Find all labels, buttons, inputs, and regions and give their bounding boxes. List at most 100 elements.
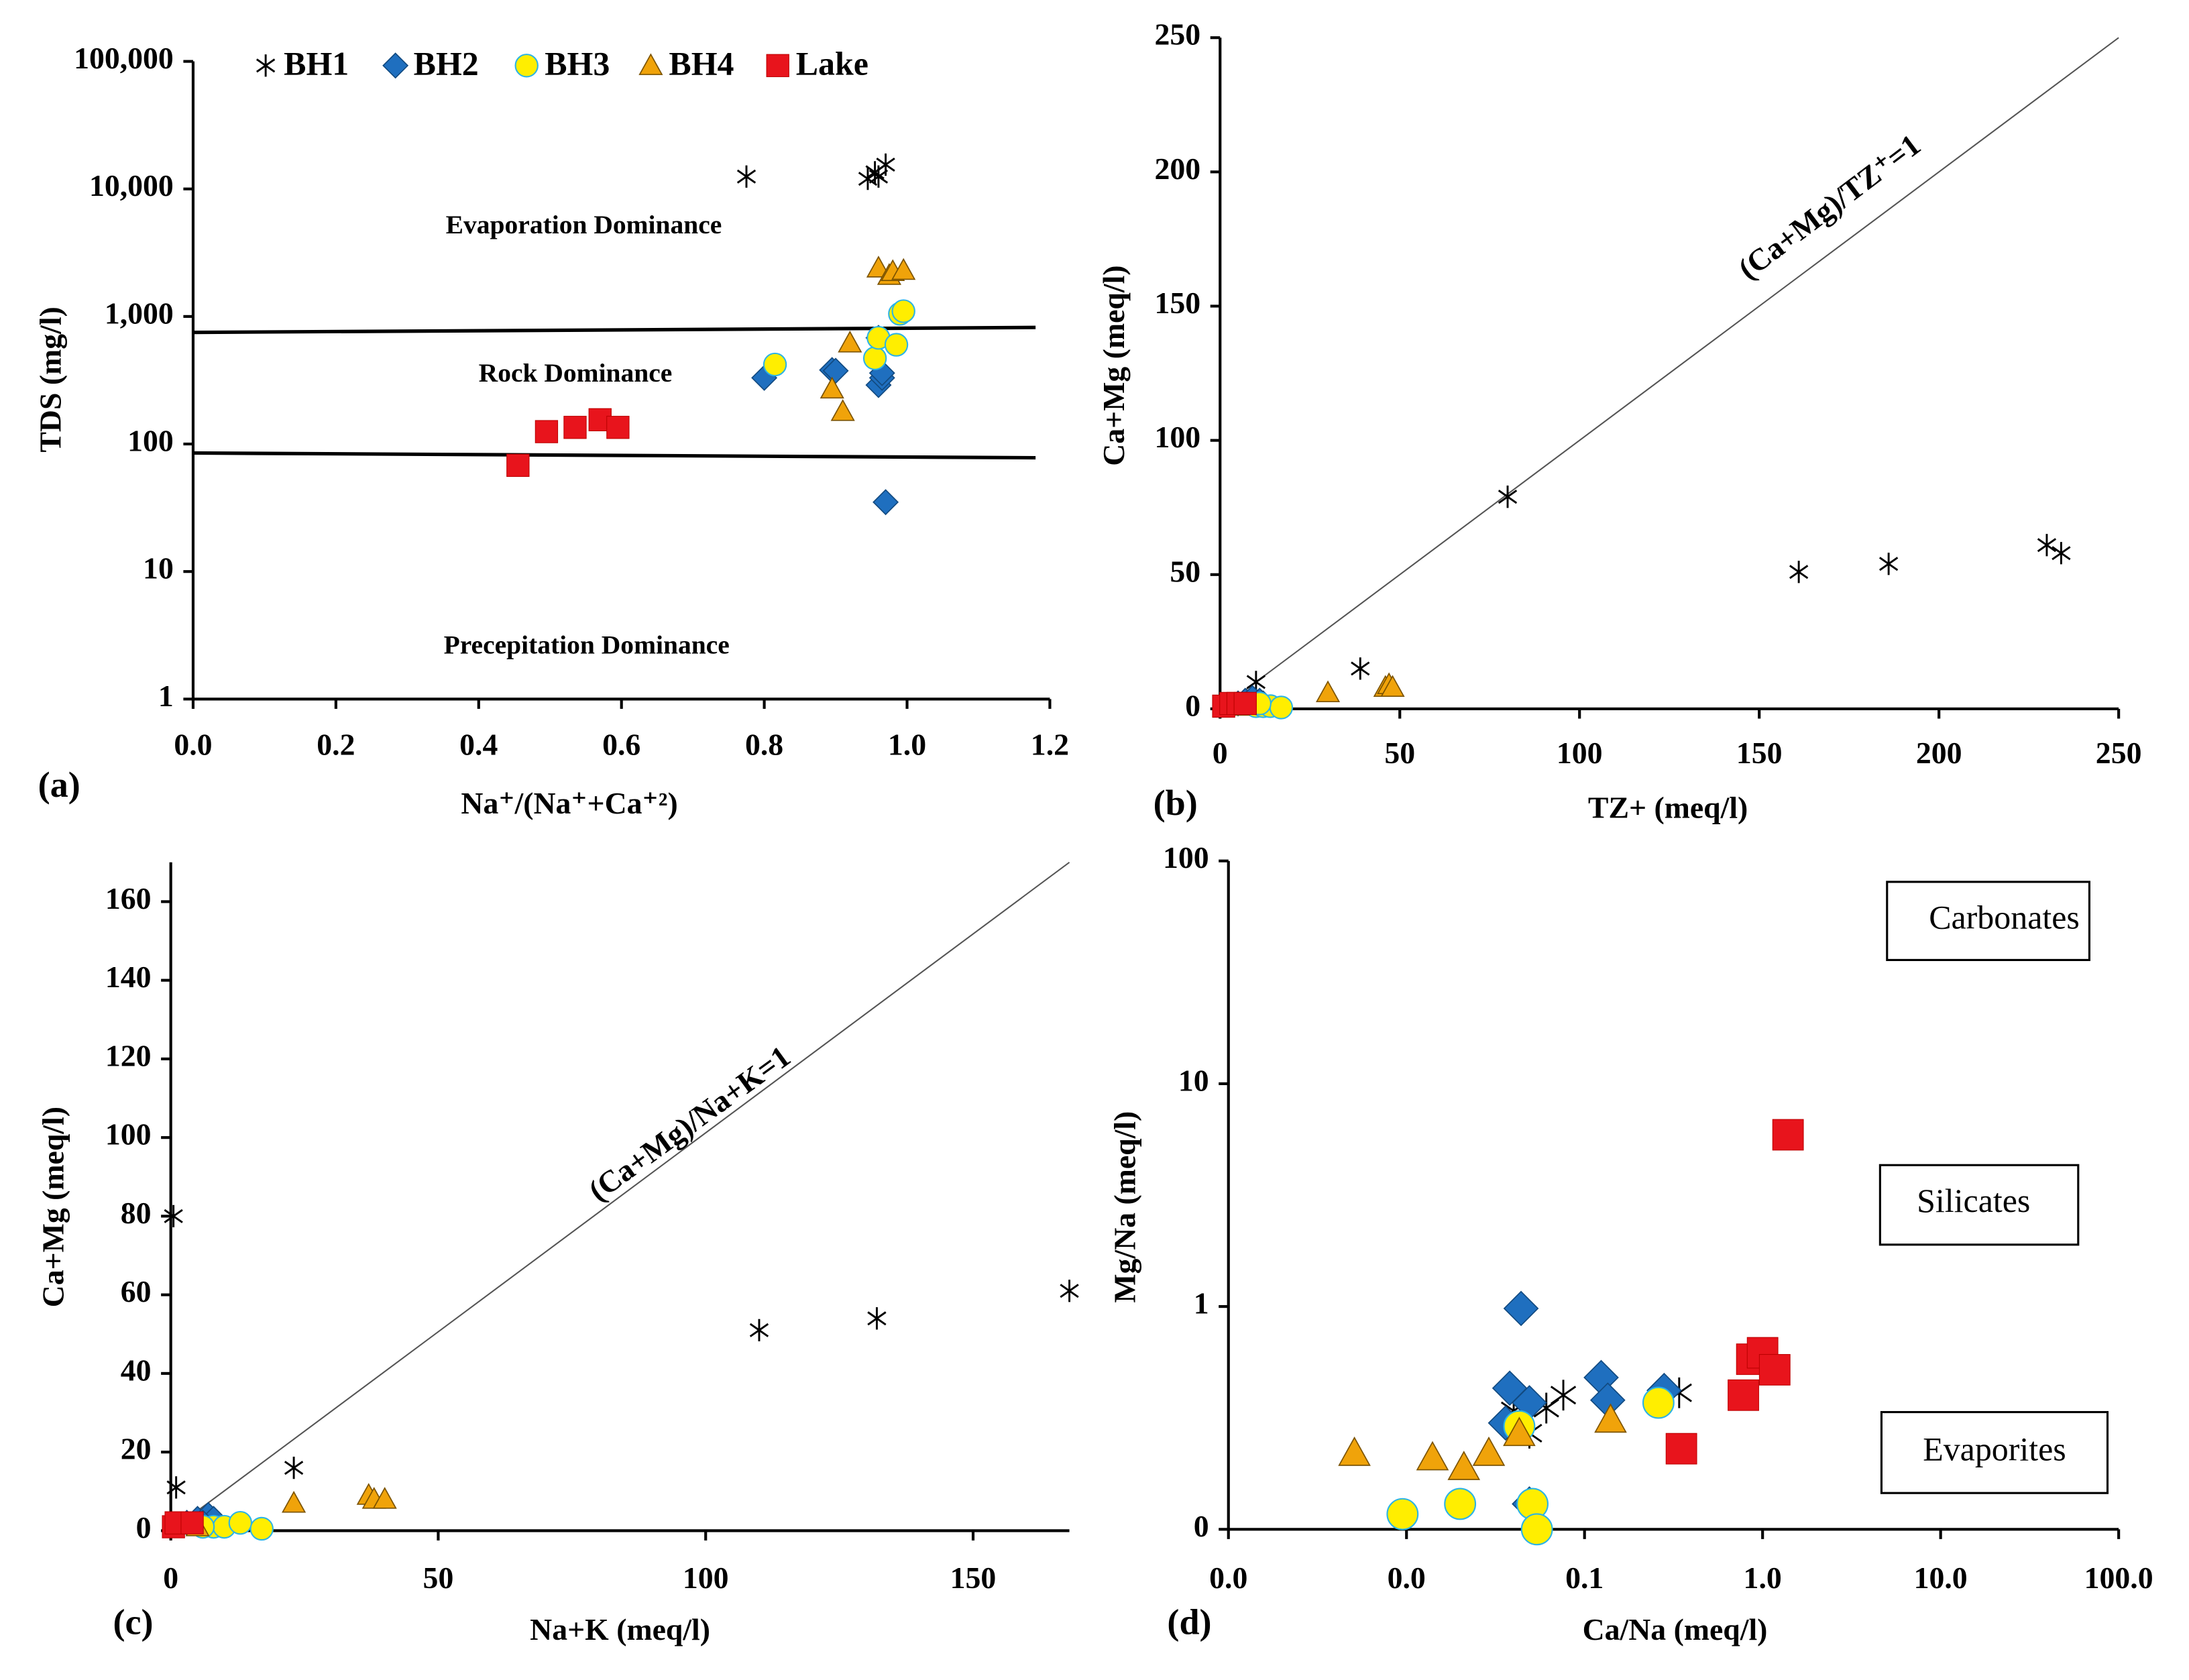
x-tick-label: 0.8 [745, 728, 783, 762]
panel-label: (c) [113, 1602, 153, 1642]
point [891, 299, 915, 323]
y-tick-label: 0 [136, 1510, 152, 1545]
point [2037, 534, 2057, 557]
point [1351, 657, 1370, 680]
x-axis-label: Na⁺/(Na⁺+Ca⁺²) [461, 786, 677, 820]
point [830, 399, 855, 421]
point [763, 352, 787, 377]
legend-label: BH4 [669, 45, 734, 82]
annotation: Evaporites [1923, 1431, 2066, 1467]
y-tick-label: 1,000 [105, 296, 174, 330]
y-tick-label: 100 [1163, 840, 1209, 875]
x-axis-label: TZ+ (meq/l) [1588, 790, 1748, 824]
point [606, 416, 630, 439]
point [180, 1511, 204, 1534]
legend-label: Lake [796, 45, 868, 82]
point [736, 165, 756, 188]
point [228, 1510, 253, 1535]
legend-marker [514, 54, 539, 78]
point [876, 153, 895, 176]
y-tick-label: 1 [1194, 1286, 1209, 1321]
point [862, 346, 887, 370]
point [884, 333, 909, 357]
x-tick-label: 150 [1736, 736, 1783, 770]
panel-label: (b) [1154, 783, 1198, 823]
x-tick-label: 0 [163, 1561, 178, 1595]
y-tick-label: 120 [105, 1038, 152, 1072]
x-tick-label: 0.6 [602, 728, 640, 762]
point [1758, 1354, 1791, 1386]
x-tick-label: 0.1 [1565, 1561, 1604, 1595]
point [866, 256, 891, 278]
y-tick-label: 0 [1185, 688, 1200, 722]
y-tick-label: 100 [1154, 420, 1200, 454]
x-tick-label: 200 [1916, 736, 1962, 770]
annotation: Silicates [1917, 1182, 2030, 1219]
annotation: (Ca+Mg)/TZ⁺=1 [1732, 127, 1927, 286]
y-tick-label: 80 [121, 1196, 152, 1230]
point [249, 1516, 274, 1541]
legend-label: BH3 [545, 45, 610, 82]
y-axis-label: Mg/Na (meq/l) [1107, 1111, 1141, 1303]
point [1447, 1451, 1481, 1480]
point [1315, 680, 1341, 703]
point [1472, 1436, 1506, 1466]
x-tick-label: 50 [1384, 736, 1415, 770]
x-tick-label: 100.0 [2084, 1561, 2153, 1595]
annotation-box [1878, 1164, 2080, 1246]
y-axis-label: Ca+Mg (meq/l) [1097, 265, 1131, 465]
x-tick-label: 100 [1557, 736, 1603, 770]
x-axis-label: Ca/Na (meq/l) [1583, 1612, 1768, 1646]
y-tick-label: 250 [1154, 17, 1200, 52]
y-tick-label: 100,000 [74, 41, 174, 75]
y-axis-label: Ca+Mg (meq/l) [36, 1107, 70, 1307]
x-axis-label: Na+K (meq/l) [530, 1612, 710, 1646]
legend-marker [638, 53, 663, 75]
x-tick-label: 0.0 [174, 728, 212, 762]
annotation-box [1886, 881, 2091, 961]
y-tick-label: 10,000 [89, 168, 174, 203]
y-tick-label: 50 [1170, 554, 1200, 588]
point [2052, 542, 2071, 565]
x-tick-label: 10.0 [1914, 1561, 1968, 1595]
annotation: Evaporation Dominance [446, 210, 722, 239]
annotation: Carbonates [1929, 899, 2080, 936]
point [506, 453, 530, 478]
point [1380, 675, 1405, 697]
x-tick-label: 0.2 [317, 728, 355, 762]
annotation: Precepitation Dominance [444, 630, 730, 659]
y-tick-label: 60 [121, 1274, 152, 1308]
y-tick-label: 40 [121, 1353, 152, 1387]
x-tick-label: 0.0 [1388, 1561, 1426, 1595]
y-tick-label: 100 [105, 1117, 152, 1152]
reference-line [192, 325, 1036, 335]
panel-label: (d) [1167, 1602, 1211, 1642]
point [282, 1490, 306, 1513]
y-tick-label: 0 [1194, 1509, 1209, 1543]
x-tick-label: 1.2 [1031, 728, 1069, 762]
x-tick-label: 0 [1213, 736, 1228, 770]
x-tick-label: 0.0 [1209, 1561, 1247, 1595]
point [1594, 1403, 1627, 1433]
point [372, 1487, 397, 1509]
y-tick-label: 140 [105, 960, 152, 994]
point [1444, 1488, 1477, 1520]
point [1060, 1280, 1079, 1302]
point [1789, 561, 1809, 583]
y-tick-label: 1 [158, 679, 174, 713]
reference-line [1219, 37, 2119, 710]
y-tick-label: 100 [127, 424, 174, 458]
point [1772, 1119, 1804, 1151]
point [822, 357, 849, 384]
point [1503, 1290, 1539, 1327]
point [1269, 695, 1294, 720]
x-tick-label: 100 [683, 1561, 729, 1595]
point [1520, 1513, 1553, 1546]
annotation: Rock Dominance [479, 358, 673, 388]
point [873, 489, 899, 516]
point [1642, 1386, 1675, 1419]
point [838, 330, 862, 353]
point [749, 1319, 769, 1342]
point [858, 168, 878, 190]
